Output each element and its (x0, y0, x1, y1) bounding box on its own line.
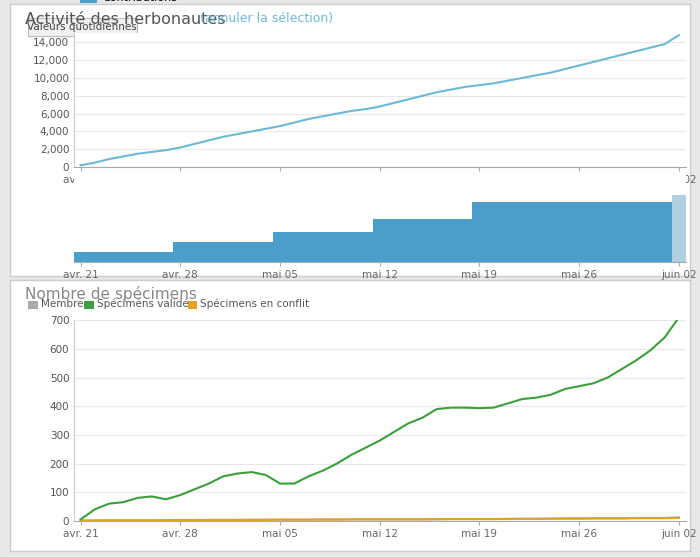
Bar (330, 232, 344, 262)
Bar (372, 218, 387, 262)
Bar (558, 202, 572, 262)
Bar (401, 218, 415, 262)
Bar (302, 232, 316, 262)
Bar (344, 232, 358, 262)
Bar (486, 202, 500, 262)
Bar (529, 202, 544, 262)
Legend: Contributions: Contributions (76, 0, 182, 8)
Bar (130, 252, 145, 262)
Bar (415, 218, 430, 262)
Bar (188, 242, 202, 262)
Bar (544, 202, 558, 262)
Bar (316, 232, 330, 262)
Bar (473, 202, 486, 262)
Bar (102, 252, 116, 262)
Bar (173, 242, 188, 262)
Bar (116, 252, 130, 262)
Text: Valeurs quotidiennes: Valeurs quotidiennes (27, 22, 137, 32)
Bar (259, 242, 273, 262)
Bar (444, 218, 458, 262)
Bar (202, 242, 216, 262)
Bar (572, 202, 587, 262)
Bar (358, 232, 372, 262)
Bar (230, 242, 244, 262)
Bar (74, 252, 88, 262)
Bar (88, 252, 102, 262)
Bar (643, 202, 657, 262)
Bar (657, 202, 672, 262)
Bar (615, 202, 629, 262)
Bar (500, 202, 515, 262)
Bar (145, 252, 159, 262)
Bar (672, 196, 686, 262)
Bar (515, 202, 529, 262)
Bar (244, 242, 259, 262)
Text: Membres: Membres (41, 299, 89, 309)
Bar (387, 218, 401, 262)
Bar (159, 252, 173, 262)
Bar (458, 218, 472, 262)
Bar (287, 232, 302, 262)
Text: Activité des herbonautes: Activité des herbonautes (25, 12, 225, 27)
Bar (430, 218, 444, 262)
Text: Spécimens en conflit: Spécimens en conflit (200, 299, 309, 309)
Bar (273, 232, 287, 262)
Text: (annuler la sélection): (annuler la sélection) (196, 12, 333, 25)
Bar (587, 202, 601, 262)
Bar (629, 202, 643, 262)
Text: Nombre de spécimens: Nombre de spécimens (25, 286, 197, 302)
Text: Spéciméns validés: Spéciméns validés (97, 299, 194, 309)
Bar (216, 242, 230, 262)
Bar (601, 202, 615, 262)
